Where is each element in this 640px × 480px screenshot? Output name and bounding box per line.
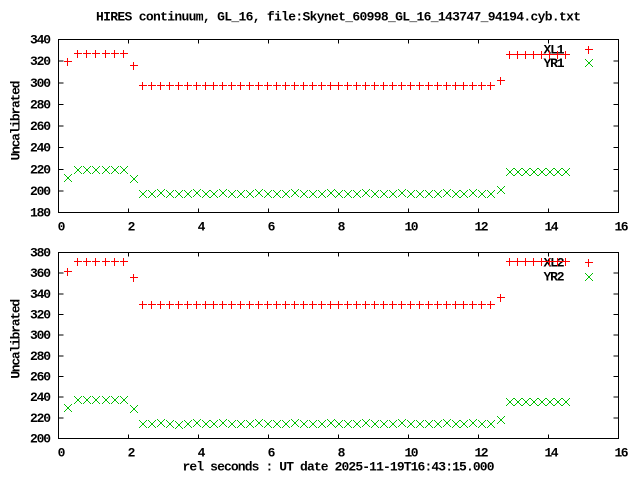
svg-text:6: 6: [268, 446, 276, 461]
svg-text:HIRES continuum, GL_16, file:S: HIRES continuum, GL_16, file:Skynet_6099…: [96, 10, 581, 25]
svg-text:Uncalibrated: Uncalibrated: [9, 299, 24, 379]
svg-text:200: 200: [30, 432, 51, 447]
svg-text:XL2: XL2: [544, 256, 565, 271]
svg-text:240: 240: [30, 141, 51, 156]
svg-text:6: 6: [268, 220, 276, 235]
svg-text:14: 14: [545, 220, 559, 235]
svg-text:Uncalibrated: Uncalibrated: [9, 81, 24, 161]
svg-text:rel seconds : UT date 2025-11-: rel seconds : UT date 2025-11-19T16:43:1…: [183, 460, 495, 475]
svg-text:240: 240: [30, 390, 51, 405]
svg-text:0: 0: [58, 220, 66, 235]
svg-text:0: 0: [58, 446, 66, 461]
svg-text:340: 340: [30, 287, 51, 302]
svg-text:16: 16: [615, 446, 629, 461]
svg-text:4: 4: [198, 446, 206, 461]
svg-text:12: 12: [475, 446, 489, 461]
svg-text:16: 16: [615, 220, 629, 235]
svg-text:260: 260: [30, 370, 51, 385]
svg-text:2: 2: [128, 446, 136, 461]
svg-text:YR1: YR1: [544, 56, 565, 71]
svg-text:10: 10: [405, 220, 419, 235]
svg-text:300: 300: [30, 76, 51, 91]
svg-text:220: 220: [30, 162, 51, 177]
svg-text:300: 300: [30, 328, 51, 343]
svg-text:XL1: XL1: [544, 43, 565, 58]
svg-text:220: 220: [30, 411, 51, 426]
svg-text:180: 180: [30, 206, 51, 221]
svg-text:280: 280: [30, 97, 51, 112]
svg-text:320: 320: [30, 54, 51, 69]
svg-text:14: 14: [545, 446, 559, 461]
svg-text:8: 8: [338, 220, 346, 235]
svg-text:200: 200: [30, 184, 51, 199]
svg-text:360: 360: [30, 266, 51, 281]
svg-text:380: 380: [30, 246, 51, 261]
svg-text:10: 10: [405, 446, 419, 461]
svg-text:340: 340: [30, 33, 51, 48]
svg-text:4: 4: [198, 220, 206, 235]
svg-text:YR2: YR2: [544, 270, 565, 285]
svg-text:320: 320: [30, 308, 51, 323]
svg-text:2: 2: [128, 220, 136, 235]
svg-text:260: 260: [30, 119, 51, 134]
svg-text:12: 12: [475, 220, 489, 235]
svg-text:280: 280: [30, 349, 51, 364]
svg-text:8: 8: [338, 446, 346, 461]
